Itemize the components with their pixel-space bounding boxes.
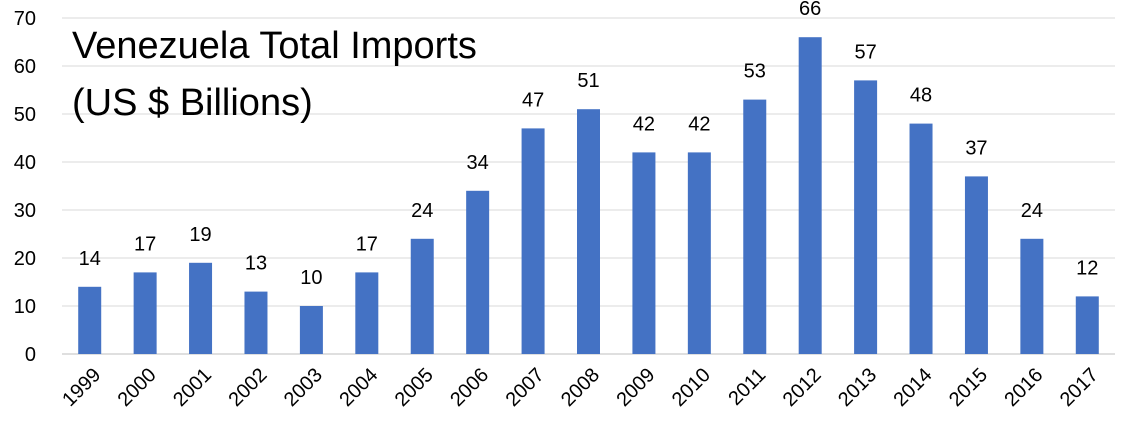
y-axis-ticks: 0 10 20 30 40 50 60 70	[14, 8, 36, 366]
data-label: 10	[300, 267, 322, 289]
bar	[521, 128, 545, 354]
bar	[964, 176, 988, 354]
y-tick-label: 40	[14, 152, 36, 174]
x-tick-label: 2014	[890, 364, 937, 411]
data-label: 51	[577, 70, 599, 92]
chart-title-line-1: Venezuela Total Imports	[72, 25, 477, 67]
bar	[410, 238, 434, 354]
chart-title-line-2: (US $ Billions)	[72, 82, 313, 124]
bar	[909, 123, 933, 354]
x-tick-label: 2007	[502, 364, 549, 411]
bars	[78, 37, 1099, 355]
x-tick-label: 2010	[668, 364, 715, 411]
bar	[466, 190, 490, 354]
data-label: 48	[910, 85, 932, 107]
data-label: 24	[1021, 200, 1043, 222]
x-tick-label: 2017	[1056, 364, 1103, 411]
bar	[78, 286, 102, 354]
data-label: 42	[688, 113, 710, 135]
bar	[189, 262, 213, 354]
y-tick-label: 50	[14, 104, 36, 126]
x-tick-label: 2015	[945, 364, 992, 411]
y-tick-label: 0	[25, 344, 36, 366]
x-tick-label: 2012	[779, 364, 826, 411]
bar	[743, 99, 767, 354]
x-tick-label: 2013	[834, 364, 881, 411]
bar	[854, 80, 878, 355]
bar	[1020, 238, 1044, 354]
x-tick-label: 2001	[169, 364, 216, 411]
y-tick-label: 30	[14, 200, 36, 222]
data-label: 57	[854, 41, 876, 63]
bar	[244, 291, 268, 354]
data-label: 34	[467, 152, 489, 174]
bar	[687, 152, 711, 354]
data-label: 37	[965, 137, 987, 159]
data-label: 53	[744, 61, 766, 83]
x-tick-label: 2003	[280, 364, 327, 411]
data-label: 12	[1076, 257, 1098, 279]
x-tick-label: 1999	[58, 364, 105, 411]
x-tick-label: 2009	[612, 364, 659, 411]
data-label: 17	[356, 233, 378, 255]
bar	[798, 37, 822, 354]
data-label: 17	[134, 233, 156, 255]
x-tick-label: 2004	[335, 364, 382, 411]
y-tick-label: 20	[14, 248, 36, 270]
bar	[632, 152, 656, 354]
x-tick-label: 2016	[1000, 364, 1047, 411]
data-label: 24	[411, 200, 433, 222]
data-labels: 14 17 19 13 10 17 24 34 47 51 42 42 53 66 57 48 37 24 12	[79, 0, 1099, 289]
bar	[133, 272, 157, 354]
x-tick-label: 2008	[557, 364, 604, 411]
y-tick-label: 60	[14, 56, 36, 78]
data-label: 66	[799, 0, 821, 20]
x-tick-label: 2011	[724, 364, 770, 410]
x-axis-ticks: 1999 2000 2001 2002 2003 2004 2005 2006 2007 2008…	[58, 364, 1103, 411]
x-tick-label: 2006	[446, 364, 493, 411]
data-label: 14	[79, 248, 101, 270]
data-label: 47	[522, 89, 544, 111]
bar	[355, 272, 379, 354]
data-label: 13	[245, 253, 267, 275]
x-tick-label: 2002	[224, 364, 271, 411]
bar	[1075, 296, 1099, 354]
bar	[577, 109, 600, 354]
x-tick-label: 2000	[114, 364, 161, 411]
data-label: 42	[633, 113, 655, 135]
y-tick-label: 70	[14, 8, 36, 30]
x-tick-label: 2005	[391, 364, 438, 411]
bar	[299, 306, 323, 354]
y-tick-label: 10	[14, 296, 36, 318]
data-label: 19	[189, 224, 211, 246]
